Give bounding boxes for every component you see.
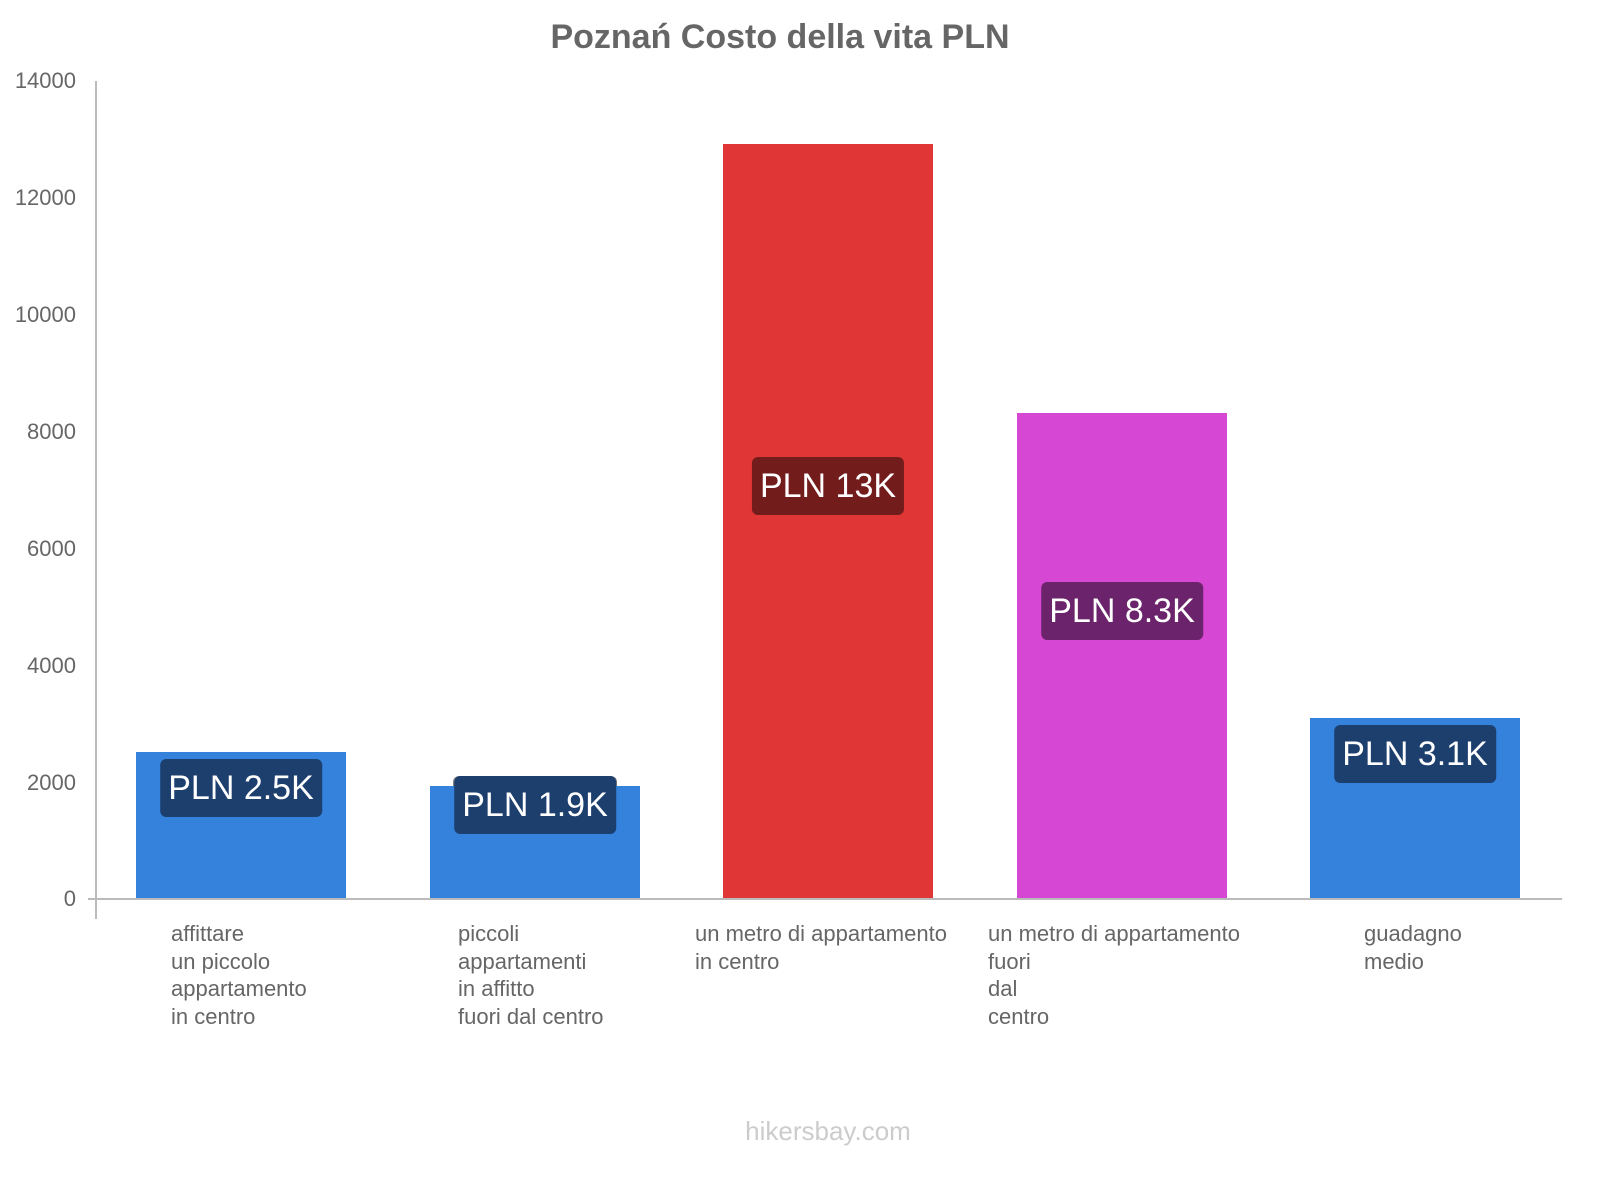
x-label: piccoli appartamenti in affitto fuori da… [458, 921, 604, 1029]
bar-value-label: PLN 8.3K [1041, 581, 1203, 640]
y-tick: 4000 [27, 653, 76, 678]
bar-value-label: PLN 2.5K [160, 758, 322, 817]
y-tick: 12000 [14, 185, 76, 210]
bar-value-label: PLN 3.1K [1334, 724, 1496, 783]
bar-value-label: PLN 1.9K [454, 776, 616, 834]
y-axis-line [95, 81, 97, 919]
y-tick: 6000 [27, 536, 76, 561]
chart-title: Poznań Costo della vita PLN [550, 18, 1010, 56]
y-tick: 0 [63, 886, 76, 911]
y-tick: 2000 [27, 770, 76, 795]
x-label: un metro di appartamento fuori dal centr… [988, 921, 1240, 1029]
x-label: guadagno medio [1364, 921, 1462, 974]
y-tick: 10000 [14, 302, 76, 327]
x-label: affittare un piccolo appartamento in cen… [171, 921, 307, 1029]
x-label: un metro di appartamento in centro [695, 921, 947, 974]
y-tick: 8000 [27, 419, 76, 444]
y-tick: 14000 [14, 68, 76, 93]
x-axis-line [88, 898, 1562, 900]
watermark: hikersbay.com [745, 1116, 911, 1146]
bar-value-label: PLN 13K [751, 456, 905, 515]
bar [723, 144, 933, 899]
bar [1017, 412, 1227, 899]
